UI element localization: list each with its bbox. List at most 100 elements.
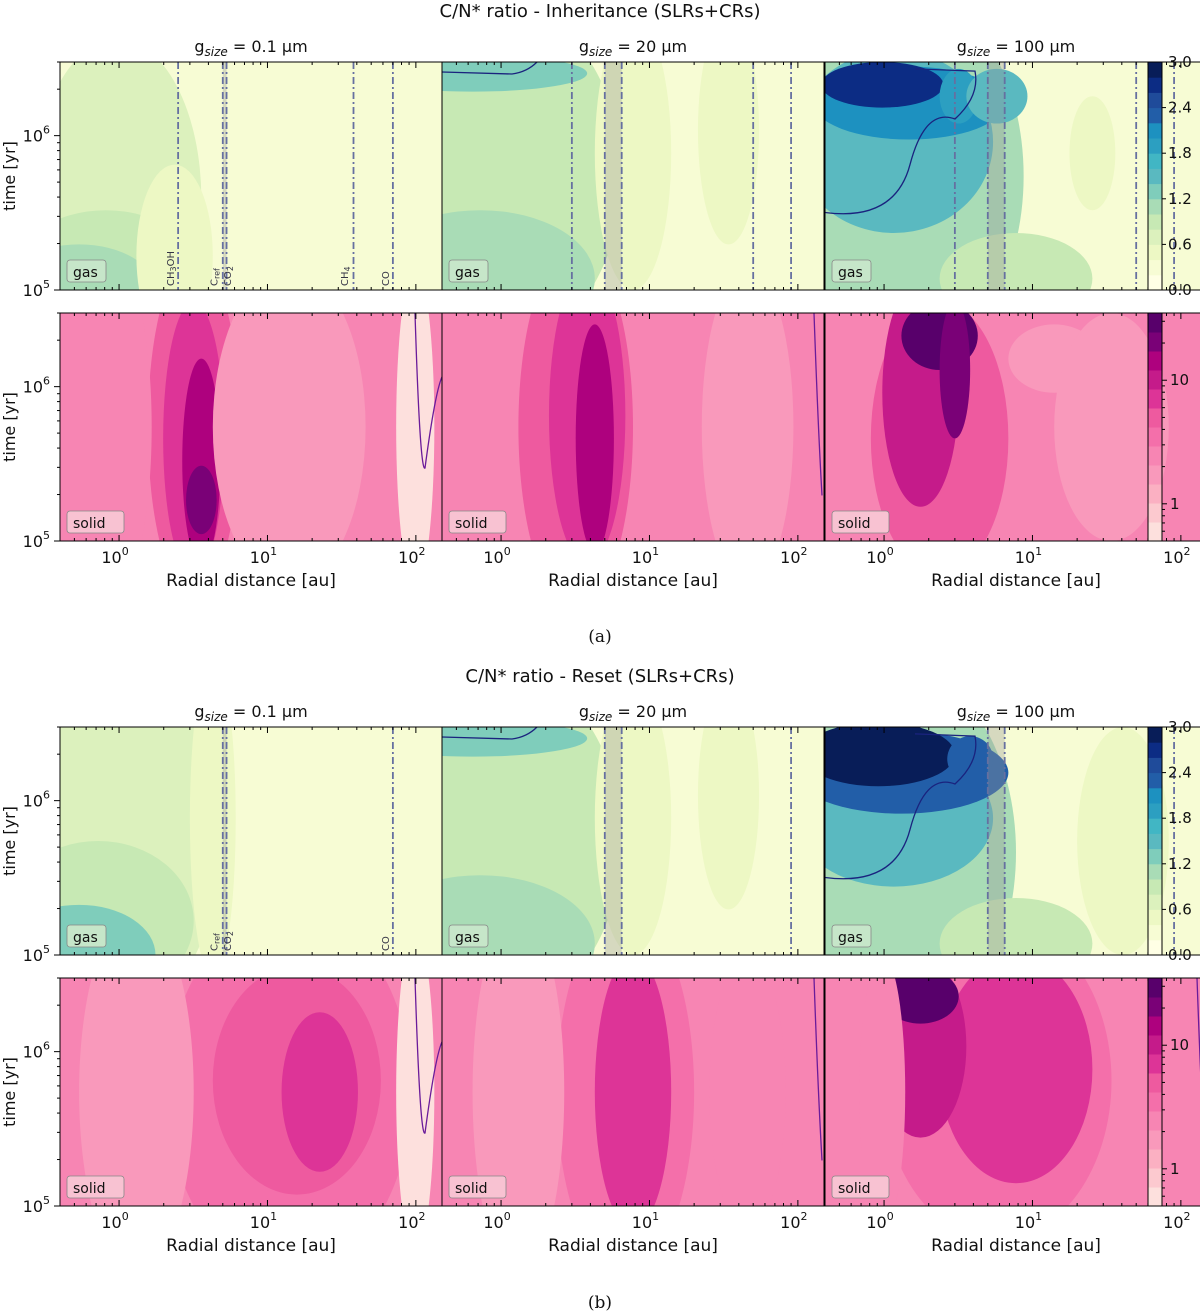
colorbar-gas: 0.0 0.6 1.2 1.8 2.4 3.0 bbox=[1147, 53, 1192, 299]
colorbar-tick-label: 0.6 bbox=[1168, 235, 1192, 253]
colorbar-segment bbox=[1148, 168, 1162, 185]
colorbar-tick-label: 1.8 bbox=[1168, 809, 1192, 827]
panel-frame bbox=[441, 726, 825, 956]
iceline-band bbox=[604, 62, 622, 290]
x-tick-label: 101 bbox=[632, 1210, 659, 1232]
y-tick-label: 106 bbox=[23, 789, 50, 811]
colorbar-segment bbox=[1148, 1168, 1162, 1188]
iceline-label: CH4 bbox=[340, 266, 352, 286]
colorbar-segment bbox=[1148, 1149, 1162, 1169]
x-tick-label: 100 bbox=[101, 1210, 128, 1232]
row-label-box bbox=[831, 924, 872, 948]
contour-band bbox=[825, 62, 944, 108]
panel-solid-2: solid 100 101 102 Radial distance [au] bbox=[441, 312, 825, 591]
x-tick-label: 102 bbox=[780, 1210, 807, 1232]
figure-reset: C/N* ratio - Reset (SLRs+CRs) gsize = 0.1… bbox=[0, 666, 1200, 1256]
row-label: solid bbox=[838, 516, 871, 532]
iceline-band bbox=[604, 727, 622, 955]
y-tick-label: 105 bbox=[23, 1194, 50, 1216]
contour-band bbox=[882, 978, 959, 1024]
row-label: gas bbox=[73, 930, 98, 946]
contour-band bbox=[939, 978, 1093, 1184]
contour-line bbox=[825, 733, 977, 880]
x-tick-label: 100 bbox=[483, 1210, 510, 1232]
row-label-box bbox=[831, 510, 890, 534]
colorbar-segment bbox=[1148, 389, 1162, 409]
colorbar-tick-label: 0.6 bbox=[1168, 900, 1192, 918]
contour-line bbox=[414, 978, 442, 1134]
colorbar-segment bbox=[1148, 894, 1162, 910]
colorbar-segment bbox=[1148, 427, 1162, 447]
colorbar-tick-label: 2.4 bbox=[1168, 764, 1192, 782]
contour-line bbox=[442, 62, 538, 75]
contour-band bbox=[396, 978, 435, 1206]
row-label: gas bbox=[838, 265, 863, 281]
colorbar-segment bbox=[1148, 465, 1162, 485]
contour-band bbox=[186, 465, 217, 535]
contour-line bbox=[825, 68, 977, 215]
contour-band bbox=[939, 313, 971, 439]
colorbar-segment bbox=[1148, 1111, 1162, 1131]
colorbar-tick-label: 1.8 bbox=[1168, 144, 1192, 162]
contour-band bbox=[939, 898, 1093, 955]
contour-band bbox=[1069, 96, 1116, 211]
caption-b: (b) bbox=[587, 1293, 613, 1313]
colorbar-segment bbox=[1148, 848, 1162, 865]
colorbar-tick-label: 3.0 bbox=[1168, 53, 1192, 71]
colorbar-segment bbox=[1148, 1054, 1162, 1074]
row-label-box bbox=[66, 259, 107, 283]
x-tick-label: 100 bbox=[483, 545, 510, 567]
colorbar-segment bbox=[1148, 62, 1162, 78]
y-tick-label: 106 bbox=[23, 124, 50, 146]
contour-line bbox=[813, 978, 823, 1161]
y-tick-label: 105 bbox=[23, 529, 50, 551]
colorbar-segment bbox=[1148, 833, 1162, 850]
colorbar-segment bbox=[1148, 727, 1162, 743]
row-label: solid bbox=[455, 516, 488, 532]
row-label-box bbox=[66, 924, 107, 948]
iceline-label: CH3OH bbox=[166, 251, 178, 286]
panel-title: gsize = 20 μm bbox=[579, 702, 687, 724]
row-label-box bbox=[831, 259, 872, 283]
colorbar-tick-label: 1.2 bbox=[1168, 190, 1192, 208]
row-label-box bbox=[448, 510, 507, 534]
colorbar-solid: 1 10 bbox=[1147, 977, 1189, 1207]
panel-title: gsize = 20 μm bbox=[579, 37, 687, 59]
x-tick-label: 102 bbox=[1163, 1210, 1190, 1232]
colorbar-segment bbox=[1148, 484, 1162, 504]
contour-band bbox=[1077, 727, 1169, 955]
panel-title: gsize = 100 μm bbox=[957, 702, 1075, 724]
colorbar-segment bbox=[1148, 446, 1162, 466]
x-tick-label: 101 bbox=[250, 545, 277, 567]
colorbar-gas: 0.0 0.6 1.2 1.8 2.4 3.0 bbox=[1147, 718, 1192, 964]
contour-band bbox=[575, 324, 614, 541]
row-label-box bbox=[448, 259, 489, 283]
y-axis-label: time [yr] bbox=[0, 1057, 19, 1127]
panel-frame bbox=[441, 977, 825, 1207]
colorbar-tick-label: 1.2 bbox=[1168, 855, 1192, 873]
contour-band bbox=[966, 68, 1028, 124]
row-label: gas bbox=[73, 265, 98, 281]
x-axis-label: Radial distance [au] bbox=[931, 1236, 1101, 1256]
iceline-label: Cref bbox=[209, 268, 221, 286]
row-label: gas bbox=[455, 930, 480, 946]
contour-band bbox=[697, 62, 760, 245]
contour-band bbox=[79, 978, 194, 1206]
colorbar-solid: 1 10 bbox=[1147, 312, 1189, 542]
panel-frame bbox=[441, 61, 825, 291]
panel-title: gsize = 0.1 μm bbox=[194, 702, 307, 724]
colorbar-tick-label: 0.0 bbox=[1168, 281, 1192, 299]
panel-frame bbox=[824, 61, 1200, 291]
colorbar-segment bbox=[1148, 408, 1162, 428]
x-tick-label: 102 bbox=[398, 545, 425, 567]
panel-gas-2: gas bbox=[441, 61, 825, 291]
colorbar-segment bbox=[1148, 757, 1162, 774]
colorbar-segment bbox=[1148, 803, 1162, 819]
contour-line bbox=[414, 313, 442, 469]
figure-title: C/N* ratio - Reset (SLRs+CRs) bbox=[465, 666, 734, 687]
colorbar-segment bbox=[1148, 818, 1162, 834]
colorbar-segment bbox=[1148, 1016, 1162, 1036]
